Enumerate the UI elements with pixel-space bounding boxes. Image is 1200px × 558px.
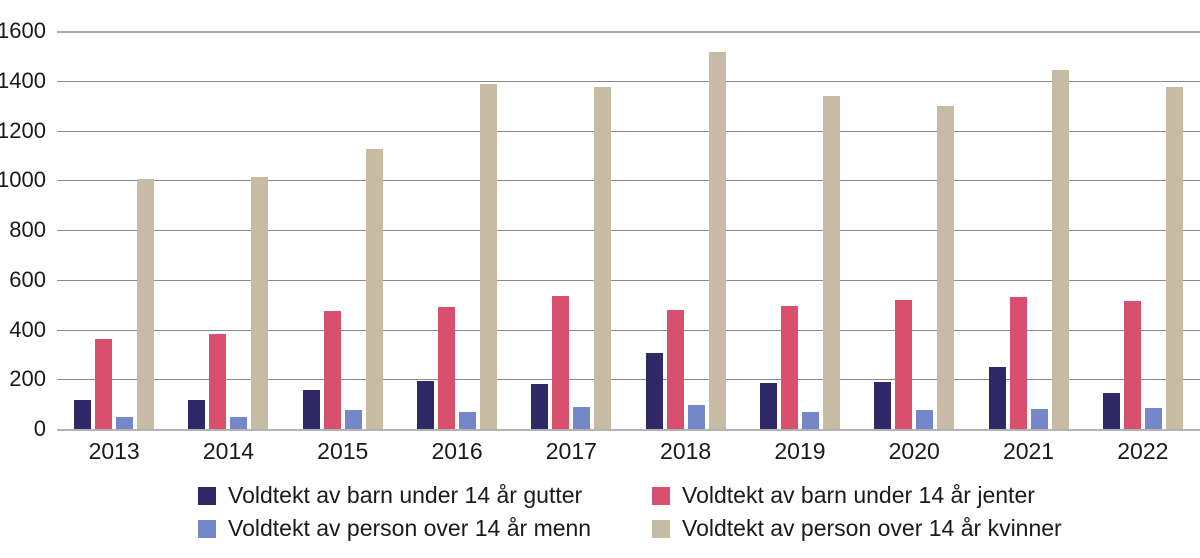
legend-label-menn: Voldtekt av person over 14 år menn — [228, 515, 592, 541]
bar-gutter-2021 — [988, 366, 1006, 429]
x-tick-label-2017: 2017 — [545, 438, 597, 464]
gridline-800 — [57, 230, 1200, 231]
bar-jenter-2020 — [895, 299, 913, 429]
bar-kvinner-2017 — [594, 86, 612, 429]
gridline-1200 — [57, 130, 1200, 132]
year-group-2017 — [514, 31, 628, 429]
y-tick-label-400: 400 — [9, 316, 46, 342]
bar-gutter-2016 — [417, 380, 435, 429]
bar-kvinner-2020 — [937, 105, 955, 429]
bar-menn-2013 — [116, 416, 134, 429]
x-axis-line — [57, 429, 1200, 431]
legend: Voldtekt av barn under 14 år gutter Vold… — [198, 482, 1062, 542]
bar-menn-2018 — [687, 405, 705, 429]
legend-swatch-gutter — [198, 486, 216, 505]
year-group-2022 — [1086, 31, 1200, 429]
bar-gutter-2013 — [74, 400, 92, 429]
legend-item-jenter: Voldtekt av barn under 14 år jenter — [652, 482, 1062, 509]
plot-area — [57, 31, 1200, 429]
bar-jenter-2016 — [438, 307, 456, 429]
x-tick-label-2018: 2018 — [660, 438, 712, 464]
year-group-2014 — [171, 31, 285, 429]
legend-label-kvinner: Voldtekt av person over 14 år kvinner — [682, 515, 1062, 541]
y-tick-label-0: 0 — [33, 416, 46, 441]
year-group-2019 — [743, 31, 857, 429]
bar-gutter-2017 — [531, 384, 549, 429]
bar-menn-2017 — [573, 406, 591, 429]
year-group-2013 — [57, 31, 171, 429]
y-tick-label-1200: 1200 — [0, 117, 46, 143]
x-tick-label-2019: 2019 — [774, 438, 826, 464]
bar-kvinner-2014 — [251, 176, 269, 429]
legend-item-menn: Voldtekt av person over 14 år menn — [198, 515, 652, 542]
x-tick-label-2016: 2016 — [431, 438, 483, 464]
x-tick-label-2022: 2022 — [1117, 438, 1169, 464]
y-tick-label-1400: 1400 — [0, 67, 46, 93]
gridline-1600 — [57, 31, 1200, 33]
bar-kvinner-2022 — [1165, 86, 1183, 429]
gridline-1400 — [57, 80, 1200, 82]
bar-menn-2020 — [916, 410, 934, 429]
bar-gutter-2019 — [759, 382, 777, 429]
y-tick-label-1600: 1600 — [0, 18, 46, 43]
bar-jenter-2021 — [1009, 297, 1027, 429]
year-group-2016 — [400, 31, 514, 429]
x-tick-label-2020: 2020 — [888, 438, 940, 464]
bar-groups — [57, 31, 1200, 429]
bar-gutter-2022 — [1102, 392, 1120, 429]
x-tick-label-2014: 2014 — [202, 438, 255, 464]
bar-jenter-2017 — [552, 295, 570, 429]
y-tick-label-600: 600 — [9, 266, 46, 292]
bar-gutter-2014 — [188, 400, 206, 429]
bar-gutter-2015 — [302, 390, 320, 429]
year-group-2021 — [971, 31, 1085, 429]
bar-menn-2022 — [1144, 407, 1162, 429]
legend-item-gutter: Voldtekt av barn under 14 år gutter — [198, 482, 652, 509]
gridline-400 — [57, 329, 1200, 331]
legend-swatch-menn — [198, 519, 216, 538]
bar-jenter-2015 — [323, 310, 341, 429]
bar-jenter-2014 — [209, 334, 227, 429]
bar-menn-2019 — [801, 411, 819, 429]
bar-menn-2014 — [230, 416, 248, 429]
legend-swatch-jenter — [652, 486, 670, 505]
x-tick-label-2015: 2015 — [317, 438, 369, 464]
y-tick-label-800: 800 — [9, 217, 46, 242]
year-group-2020 — [857, 31, 971, 429]
bar-jenter-2022 — [1123, 300, 1141, 429]
bar-kvinner-2016 — [480, 84, 498, 429]
bar-kvinner-2019 — [822, 95, 840, 429]
gridline-200 — [57, 379, 1200, 381]
x-tick-label-2021: 2021 — [1002, 438, 1055, 464]
x-axis: 2013 2014 2015 2016 2017 2018 2019 2020 2021 2022 — [57, 438, 1200, 465]
y-tick-label-1000: 1000 — [0, 167, 46, 193]
y-axis: 0 200 400 600 800 1000 1200 1400 1600 — [0, 0, 46, 558]
bar-gutter-2020 — [874, 381, 892, 429]
bar-kvinner-2021 — [1051, 69, 1069, 429]
year-group-2015 — [286, 31, 400, 429]
bar-menn-2015 — [344, 410, 362, 429]
y-tick-label-200: 200 — [9, 366, 46, 392]
bar-menn-2021 — [1030, 409, 1048, 429]
year-group-2018 — [628, 31, 742, 429]
legend-item-kvinner: Voldtekt av person over 14 år kvinner — [652, 515, 1062, 542]
gridline-600 — [57, 279, 1200, 281]
legend-label-jenter: Voldtekt av barn under 14 år jenter — [682, 482, 1035, 508]
bar-menn-2016 — [459, 411, 477, 429]
bar-kvinner-2015 — [365, 149, 383, 429]
gridline-1000 — [57, 180, 1200, 182]
bar-jenter-2013 — [95, 339, 113, 429]
legend-swatch-kvinner — [652, 519, 670, 538]
bar-jenter-2019 — [780, 305, 798, 429]
bar-kvinner-2018 — [708, 52, 726, 429]
bar-jenter-2018 — [666, 309, 684, 429]
legend-label-gutter: Voldtekt av barn under 14 år gutter — [228, 482, 583, 508]
x-tick-label-2013: 2013 — [88, 438, 140, 464]
bar-gutter-2018 — [645, 353, 663, 429]
bar-kvinner-2013 — [137, 179, 155, 429]
